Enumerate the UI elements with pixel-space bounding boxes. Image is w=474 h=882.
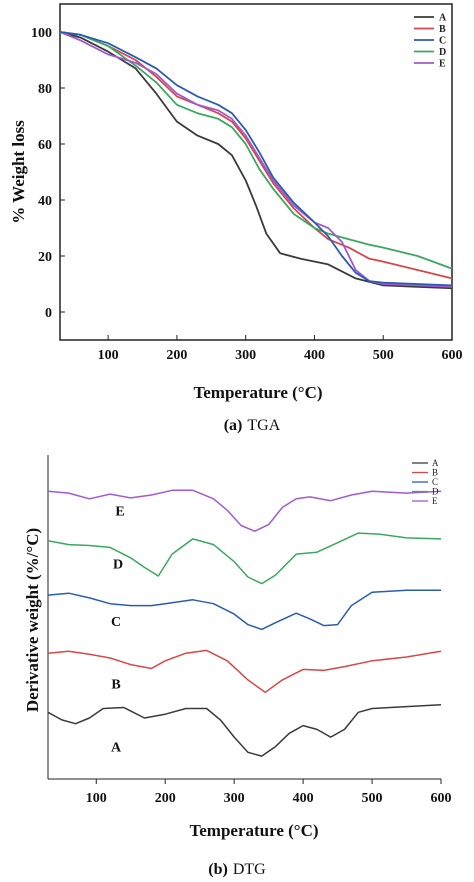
dtg-x-tick-label: 100: [86, 791, 107, 806]
dtg-curve-label-b: B: [111, 678, 120, 693]
tga-series-a-line: [59, 31, 453, 290]
dtg-x-tick-label: 300: [224, 791, 245, 806]
tga-y-tick-label: 80: [38, 82, 52, 97]
dtg-curve-label-d: D: [113, 558, 123, 573]
dtg-caption-prefix: (b): [208, 861, 228, 878]
dtg-legend-label-b: B: [432, 468, 438, 478]
tga-x-tick-label: 600: [442, 348, 463, 363]
dtg-curve-labels: A B C D E: [111, 504, 125, 755]
dtg-series-a-line: [47, 703, 442, 757]
tga-y-tick-label: 0: [45, 306, 52, 321]
tga-series-e-line: [59, 31, 453, 288]
tga-x-axis-title: Temperature (°C): [193, 383, 322, 402]
tga-x-tick-label: 300: [235, 348, 256, 363]
tga-series-b-line: [59, 31, 453, 280]
dtg-curve-label-c: C: [111, 615, 121, 630]
tga-legend-label-e: E: [439, 59, 446, 70]
tga-legend-label-a: A: [439, 13, 447, 24]
dtg-y-axis-title: Derivative weight (%/°C): [23, 528, 42, 712]
tga-caption-text: TGA: [247, 417, 280, 434]
tga-x-tick-label: 100: [98, 348, 119, 363]
tga-y-tick-label: 100: [31, 26, 52, 41]
dtg-x-tick-label: 200: [155, 791, 176, 806]
dtg-caption-text: DTG: [233, 861, 266, 878]
tga-series-d-line: [59, 31, 453, 270]
dtg-x-tick-label: 600: [431, 791, 452, 806]
tga-legend-label-b: B: [439, 24, 446, 35]
tga-legend-label-d: D: [439, 47, 446, 58]
tga-caption: (a) TGA: [224, 417, 281, 434]
tga-y-axis-title: % Weight loss: [9, 120, 28, 224]
dtg-x-tick-label: 500: [362, 791, 383, 806]
tga-legend-label-c: C: [439, 36, 446, 47]
tga-x-tick-label: 200: [166, 348, 187, 363]
tga-x-ticks: 100 200 300 400 500 600: [98, 335, 463, 363]
dtg-series-d-line: [47, 532, 442, 585]
tga-x-tick-label: 400: [304, 348, 325, 363]
dtg-legend-label-e: E: [432, 496, 438, 506]
dtg-curves: [47, 489, 442, 757]
dtg-series-b-line: [47, 649, 442, 694]
dtg-series-e-line: [47, 489, 442, 532]
dtg-curve-label-e: E: [115, 504, 124, 519]
tga-y-tick-label: 20: [38, 250, 52, 265]
dtg-caption: (b) DTG: [208, 861, 266, 878]
tga-y-tick-label: 40: [38, 194, 52, 209]
tga-series-c-line: [59, 31, 453, 287]
dtg-legend-label-d: D: [432, 487, 439, 497]
dtg-x-ticks: 100 200 300 400 500 600: [86, 779, 452, 806]
dtg-legend-label-a: A: [432, 458, 439, 468]
tga-y-tick-label: 60: [38, 138, 52, 153]
dtg-x-axis-title: Temperature (°C): [189, 821, 318, 840]
dtg-x-tick-label: 400: [293, 791, 314, 806]
dtg-legend-label-c: C: [432, 477, 438, 487]
dtg-curve-label-a: A: [111, 741, 122, 756]
tga-caption-prefix: (a): [224, 417, 243, 434]
tga-curves: [59, 31, 453, 290]
tga-plot-frame: [59, 3, 453, 341]
tga-x-tick-label: 500: [373, 348, 394, 363]
dtg-series-c-line: [47, 589, 441, 631]
tga-y-ticks: 0 20 40 60 80 100: [31, 26, 65, 321]
